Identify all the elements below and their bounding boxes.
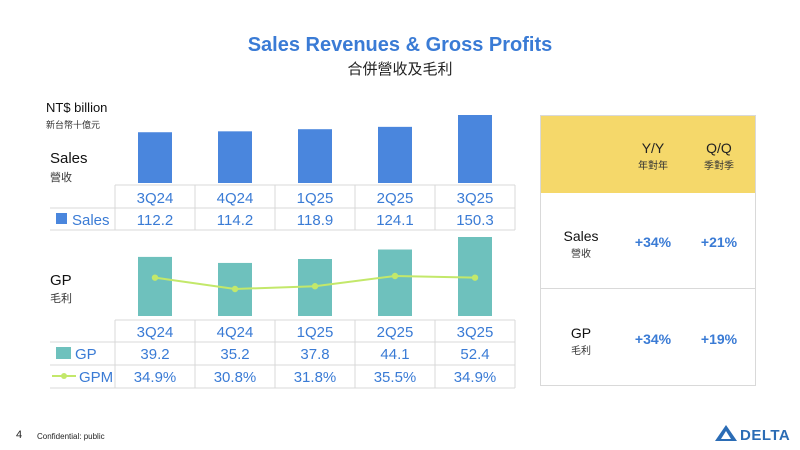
growth-gp-label: GP [570, 325, 592, 341]
gpm-legend-marker [61, 373, 67, 379]
gpm-value-label: 34.9% [134, 369, 177, 386]
growth-sales-qq: +21% [700, 234, 738, 250]
confidential-note: Confidential: public [37, 432, 105, 441]
growth-gp-sublabel: 毛利 [571, 346, 591, 357]
sales-category-labels: 3Q24 4Q24 1Q25 2Q25 3Q25 [137, 190, 494, 207]
gp-row-label: GP [50, 272, 72, 289]
sales-legend-swatch [56, 213, 67, 224]
gp-value-label: 37.8 [300, 346, 329, 363]
sales-bar [378, 126, 412, 183]
growth-gp-qq: +19% [700, 331, 738, 347]
gp-bar [378, 249, 412, 316]
sales-bar [458, 115, 492, 183]
gp-category-label: 1Q25 [297, 324, 334, 341]
sales-bar [218, 131, 252, 183]
growth-sales-sublabel: 營收 [571, 249, 591, 260]
sales-value-label: 150.3 [456, 212, 494, 229]
gp-table-grid [50, 319, 516, 389]
slide-subtitle: 合併營收及毛利 [347, 60, 453, 78]
gpm-point [151, 274, 159, 281]
growth-panel-divider [540, 288, 756, 289]
gp-category-label: 3Q24 [137, 324, 174, 341]
gp-value-label: 35.2 [220, 346, 249, 363]
growth-panel-header [540, 115, 756, 193]
gp-category-labels: 3Q24 4Q24 1Q25 2Q25 3Q25 [137, 324, 494, 341]
growth-gp-yy: +34% [634, 331, 672, 347]
sales-row-sublabel: 營收 [50, 171, 72, 184]
gp-category-label: 3Q25 [457, 324, 494, 341]
qq-subheader: 季對季 [704, 161, 734, 172]
gp-bar [138, 256, 172, 316]
gp-legend-label: GP [75, 346, 97, 363]
sales-category-label: 3Q25 [457, 190, 494, 207]
slide-title: Sales Revenues & Gross Profits [247, 34, 553, 56]
gp-legend-swatch [56, 347, 71, 359]
sales-value-labels: 112.2 114.2 118.9 124.1 150.3 [137, 212, 494, 229]
growth-sales-yy: +34% [634, 234, 672, 250]
sales-category-label: 3Q24 [137, 190, 174, 207]
gp-category-label: 2Q25 [377, 324, 414, 341]
gpm-value-labels: 34.9% 30.8% 31.8% 35.5% 34.9% [134, 369, 497, 386]
sales-bars [138, 115, 492, 183]
gpm-point [231, 285, 239, 293]
sales-value-label: 114.2 [217, 212, 253, 229]
gpm-value-label: 34.9% [454, 369, 497, 386]
sales-legend-label: Sales [72, 212, 110, 229]
gp-value-labels: 39.2 35.2 37.8 44.1 52.4 [140, 346, 489, 363]
yy-subheader: 年對年 [638, 161, 668, 172]
growth-panel [540, 115, 756, 386]
gpm-point [311, 283, 319, 290]
gp-row-sublabel: 毛利 [50, 292, 72, 305]
sales-row-label: Sales [50, 150, 88, 167]
unit-label: NT$ billion [46, 100, 108, 115]
sales-category-label: 1Q25 [297, 190, 334, 207]
sales-category-label: 2Q25 [377, 190, 414, 207]
sales-value-label: 124.1 [376, 212, 414, 229]
sales-table-grid [50, 184, 516, 231]
gp-category-label: 4Q24 [217, 324, 254, 341]
gp-value-label: 44.1 [380, 346, 409, 363]
gp-value-label: 39.2 [140, 346, 169, 363]
gpm-value-label: 35.5% [374, 369, 417, 386]
gpm-line [151, 272, 479, 293]
gpm-value-label: 31.8% [294, 369, 337, 386]
sales-value-label: 112.2 [137, 212, 173, 229]
page-number: 4 [16, 429, 23, 441]
delta-logo-icon [715, 425, 737, 441]
sales-value-label: 118.9 [297, 212, 333, 229]
sales-category-label: 4Q24 [217, 190, 254, 207]
gpm-point [471, 274, 479, 281]
gp-value-label: 52.4 [460, 346, 489, 363]
gpm-value-label: 30.8% [214, 369, 257, 386]
delta-logo-text: DELTA [740, 427, 791, 444]
gpm-point [391, 272, 399, 280]
sales-bar [138, 132, 172, 183]
unit-sublabel: 新台幣十億元 [46, 121, 101, 131]
qq-header: Q/Q [706, 140, 732, 156]
yy-header: Y/Y [641, 140, 665, 156]
sales-bar [298, 129, 332, 183]
growth-sales-label: Sales [563, 228, 599, 244]
gpm-legend-label: GPM [79, 369, 113, 386]
